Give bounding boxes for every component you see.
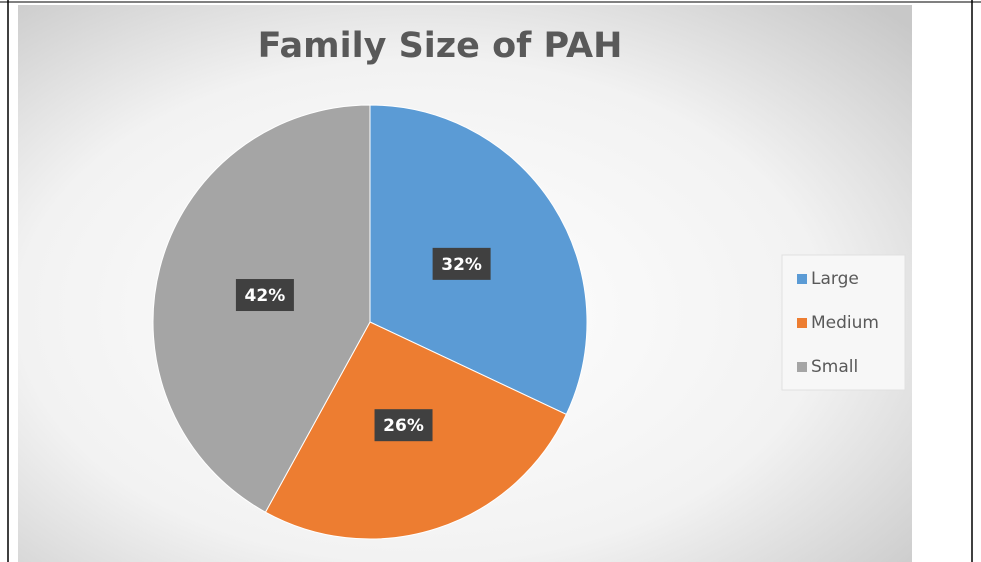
data-label-box: [432, 247, 491, 280]
legend-swatch: [797, 362, 807, 372]
legend-swatch: [797, 274, 807, 284]
legend-label: Small: [811, 357, 858, 377]
data-label: 32%: [441, 255, 482, 275]
data-label-box: [235, 279, 294, 312]
data-label: 26%: [383, 416, 424, 436]
data-label-box: [374, 409, 433, 442]
data-label: 42%: [245, 286, 286, 306]
legend-label: Medium: [811, 313, 879, 333]
legend-swatch: [797, 318, 807, 328]
chart-title: Family Size of PAH: [258, 26, 623, 66]
legend-label: Large: [811, 269, 859, 289]
